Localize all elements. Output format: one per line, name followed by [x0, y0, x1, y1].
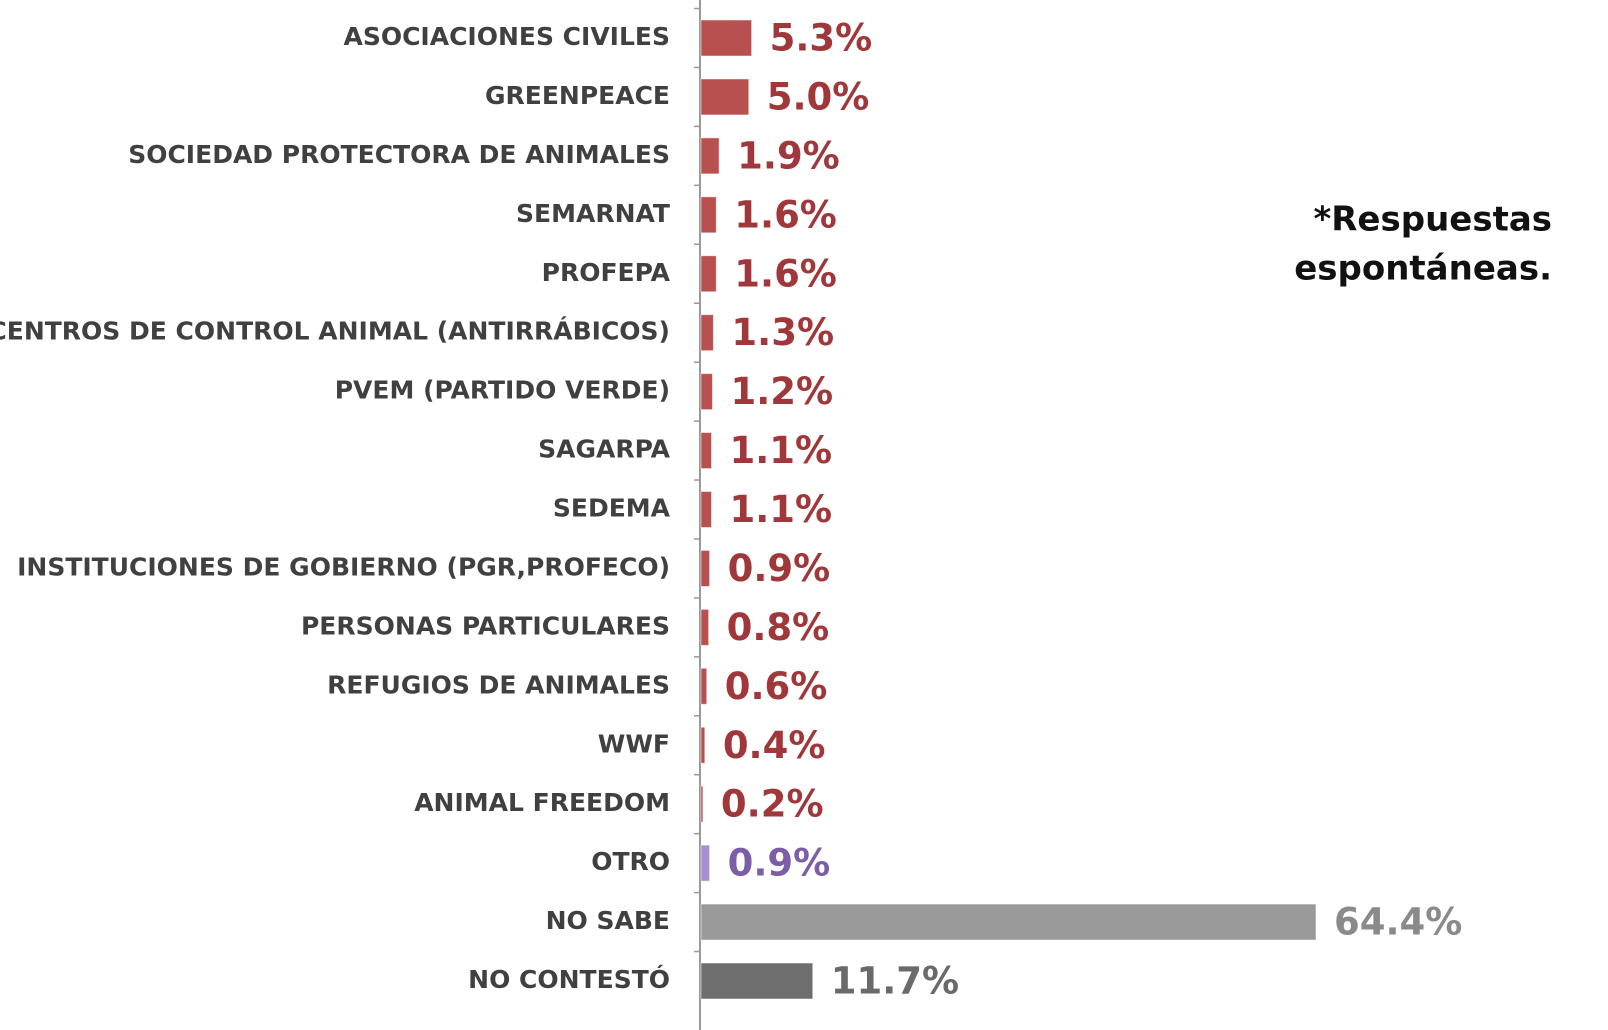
value-label: 0.9% [728, 842, 831, 885]
bar [700, 373, 713, 411]
value-label: 0.2% [721, 783, 824, 826]
value-label: 0.8% [727, 606, 830, 649]
value-label: 1.9% [737, 134, 840, 177]
value-label: 0.9% [728, 547, 831, 590]
annotation: *Respuestas [1313, 200, 1552, 240]
value-label: 0.4% [723, 724, 826, 767]
category-label: NO CONTESTÓ [468, 964, 670, 994]
category-label: NO SABE [546, 906, 670, 935]
bar [700, 196, 717, 234]
category-label: SOCIEDAD PROTECTORA DE ANIMALES [128, 140, 670, 169]
bar [700, 785, 704, 823]
category-label: SAGARPA [538, 435, 671, 464]
value-label: 1.1% [730, 429, 833, 472]
bar [700, 491, 713, 528]
bar [700, 314, 714, 352]
category-label: ASOCIACIONES CIVILES [343, 22, 670, 51]
category-label: CENTROS DE CONTROL ANIMAL (ANTIRRÁBICOS) [0, 317, 670, 346]
category-label: REFUGIOS DE ANIMALES [327, 670, 670, 699]
category-label: PERSONAS PARTICULARES [301, 611, 670, 640]
value-label: 1.6% [734, 252, 837, 295]
bar [700, 549, 711, 587]
category-label: GREENPEACE [485, 81, 670, 110]
annotation: espontáneas. [1294, 249, 1552, 289]
value-label: 1.6% [734, 193, 837, 236]
category-label: ANIMAL FREEDOM [414, 788, 670, 817]
category-label: PROFEPA [542, 258, 671, 287]
category-label: SEDEMA [553, 494, 671, 523]
bar [700, 19, 753, 57]
value-label: 0.6% [725, 665, 828, 708]
value-label: 11.7% [831, 960, 959, 1003]
value-label: 1.3% [731, 311, 834, 354]
bar [700, 844, 711, 882]
bar [700, 432, 713, 470]
value-label: 64.4% [1334, 901, 1462, 944]
bar [700, 667, 708, 705]
category-label: OTRO [591, 847, 670, 876]
category-label: SEMARNAT [516, 199, 670, 228]
bar [700, 608, 710, 646]
bar [700, 137, 720, 175]
bar [700, 78, 750, 116]
bar [700, 903, 1317, 941]
category-label: PVEM (PARTIDO VERDE) [335, 376, 670, 405]
value-label: 5.0% [767, 75, 870, 118]
category-label: INSTITUCIONES DE GOBIERNO (PGR,PROFECO) [17, 552, 670, 581]
value-label: 1.1% [730, 488, 833, 531]
value-label: 1.2% [730, 370, 833, 413]
value-label: 5.3% [770, 17, 873, 60]
category-label: WWF [598, 729, 670, 758]
bar [700, 962, 814, 1000]
bar [700, 726, 706, 764]
bar [700, 255, 717, 293]
